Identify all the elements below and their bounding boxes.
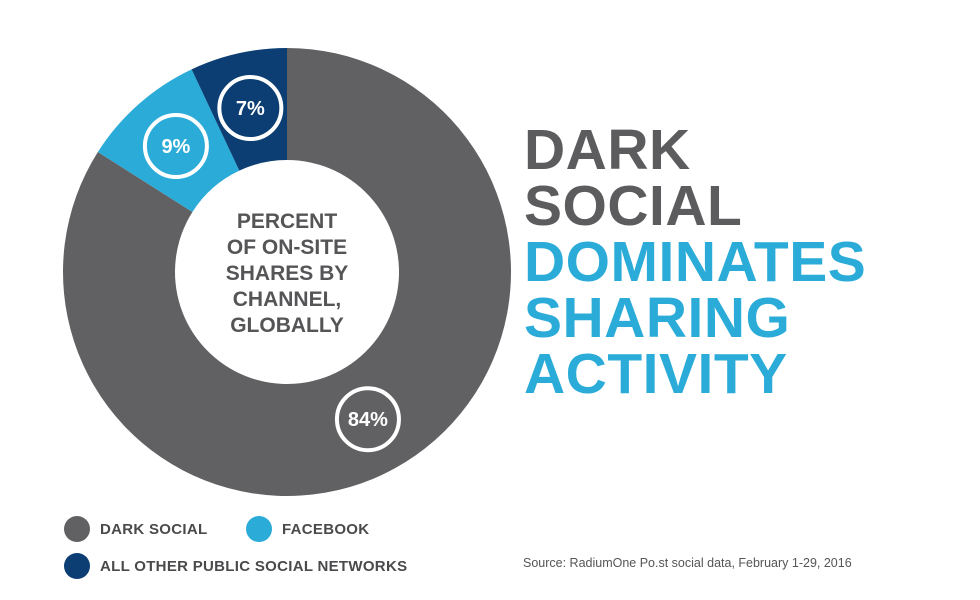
data-label-facebook: 9%: [142, 112, 209, 179]
headline-line-1: DARK: [524, 118, 691, 182]
headline-line-3: DOMINATES: [524, 230, 867, 294]
legend-item-other-networks: ALL OTHER PUBLIC SOCIAL NETWORKS: [64, 553, 407, 579]
center-label: PERCENT OF ON-SITE SHARES BY CHANNEL, GLOBAL…: [226, 210, 349, 337]
svg-text:84%: 84%: [348, 409, 388, 431]
legend-item-facebook: FACEBOOK: [246, 516, 369, 542]
legend-label-other-networks: ALL OTHER PUBLIC SOCIAL NETWORKS: [100, 557, 408, 575]
headline: DARK SOCIAL DOMINATES SHARING ACTIVITY: [524, 118, 867, 406]
headline-line-4: SHARING: [524, 286, 791, 350]
source-note: Source: RadiumOne Po.st social data, Feb…: [523, 556, 852, 570]
svg-text:7%: 7%: [236, 98, 265, 120]
legend-label-dark-social: DARK SOCIAL: [100, 520, 208, 538]
legend-swatch-other-networks: [64, 553, 90, 579]
data-label-all-other-public-social-networks: 7%: [217, 75, 284, 142]
svg-text:9%: 9%: [161, 136, 190, 158]
data-label-dark-social: 84%: [334, 386, 401, 453]
slice-dark-social: [62, 48, 511, 496]
legend-item-dark-social: DARK SOCIAL: [64, 516, 207, 542]
headline-line-2: SOCIAL: [524, 174, 743, 238]
legend-label-facebook: FACEBOOK: [282, 520, 370, 538]
headline-line-5: ACTIVITY: [524, 342, 788, 406]
legend-swatch-facebook: [246, 516, 272, 542]
legend-swatch-dark-social: [64, 516, 90, 542]
